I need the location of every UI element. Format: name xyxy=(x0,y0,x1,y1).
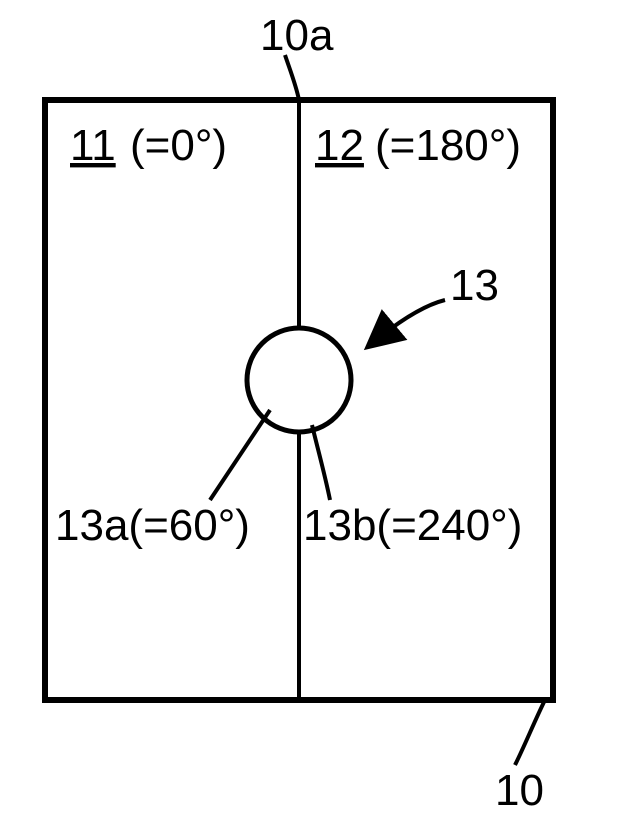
label-10a: 10a xyxy=(260,11,334,60)
label-region-11-ref: 11 xyxy=(70,121,116,170)
label-13b: 13b(=240°) xyxy=(303,501,522,550)
label-region-12-ref: 12 xyxy=(315,121,364,170)
label-region-12-value: (=180°) xyxy=(375,121,521,170)
leader-top xyxy=(285,55,299,100)
label-10: 10 xyxy=(495,766,544,815)
label-region-11-value: (=0°) xyxy=(130,121,227,170)
leader-box xyxy=(515,700,545,765)
label-13a: 13a(=60°) xyxy=(55,501,250,550)
label-13: 13 xyxy=(450,261,499,310)
center-circle xyxy=(247,328,351,432)
